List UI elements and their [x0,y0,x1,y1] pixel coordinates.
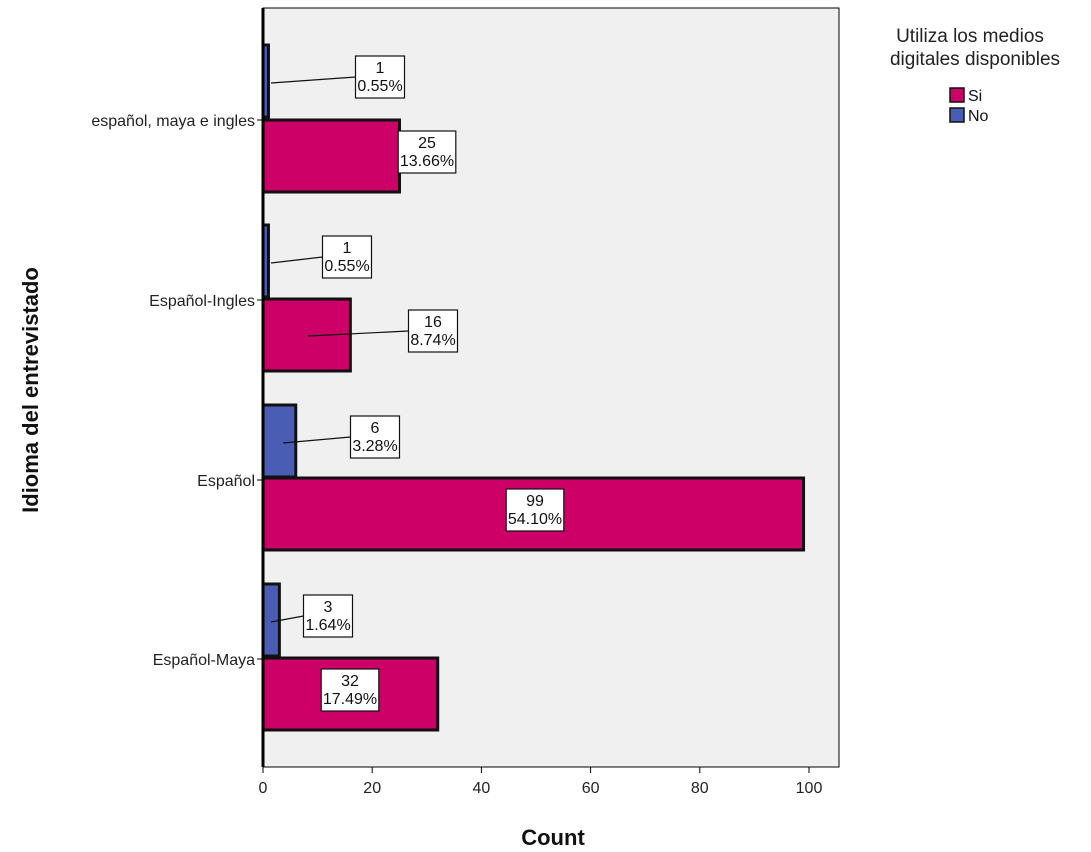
data-label-si-0-percent: 13.66% [400,153,454,170]
x-tick-label-80: 80 [691,780,709,797]
y-category-label-0: español, maya e ingles [91,113,255,130]
bar-si-0 [261,118,401,194]
data-label-no-1-count: 1 [343,240,352,257]
data-label-si-3-count: 32 [341,673,359,690]
data-label-no-1-percent: 0.55% [324,258,369,275]
y-category-label-1: Español-Ingles [149,293,255,310]
data-label-no-0-leader [270,76,356,84]
legend: Utiliza los medios digitales disponibles… [890,26,1060,125]
data-label-no-0-count: 1 [376,60,385,77]
data-label-si-1-leader [307,330,409,337]
data-label-si-3-percent: 17.49% [323,691,377,708]
y-category-label-2: Español [197,473,255,490]
data-label-no-1-leader [270,256,323,264]
data-label-si-2-count: 99 [526,493,544,510]
data-label-no-2-box [349,415,401,459]
data-label-si-0-box [397,130,457,174]
x-tick-label-20: 20 [363,780,381,797]
y-category-label-3: Español-Maya [153,652,255,669]
data-label-no-3-count: 3 [324,599,333,616]
data-label-no-0-box [354,55,406,99]
data-label-no-2-count: 6 [371,420,380,437]
x-tick-label-40: 40 [473,780,491,797]
data-label-si-0-count: 25 [418,135,436,152]
legend-label-si: Si [968,88,982,105]
y-axis-title: Idioma del entrevistado [18,267,43,513]
data-label-no-2-leader [282,436,351,444]
data-label-no-0: 10.55% [270,55,406,99]
data-label-si-2-box [505,488,565,532]
legend-title-line-2: digitales disponibles [890,49,1060,70]
data-label-no-3-box [302,594,354,638]
data-label-si-2-percent: 54.10% [508,511,562,528]
x-tick-label-100: 100 [796,780,823,797]
data-label-no-0-percent: 0.55% [357,78,402,95]
data-label-no-3-percent: 1.64% [305,617,350,634]
data-label-no-3: 31.64% [270,594,354,638]
legend-swatch-no [949,107,965,123]
data-label-si-1-box [407,309,459,353]
data-label-no-2: 63.28% [282,415,401,459]
data-label-si-1-count: 16 [424,314,442,331]
data-label-si-1: 168.74% [307,309,459,353]
bar-no-3 [261,582,281,658]
data-label-no-3-leader [270,615,304,623]
legend-swatch-si [949,87,965,103]
x-tick-label-0: 0 [259,780,268,797]
legend-title-line-1: Utiliza los medios [896,26,1044,47]
x-axis-title: Count [521,825,585,850]
x-tick-label-60: 60 [582,780,600,797]
legend-label-no: No [968,108,989,125]
bar-no-2 [261,403,298,479]
data-label-si-1-percent: 8.74% [410,332,455,349]
data-label-no-2-percent: 3.28% [352,438,397,455]
data-label-si-3-box [320,668,380,712]
data-label-no-1-box [321,235,373,279]
data-label-no-1: 10.55% [270,235,373,279]
